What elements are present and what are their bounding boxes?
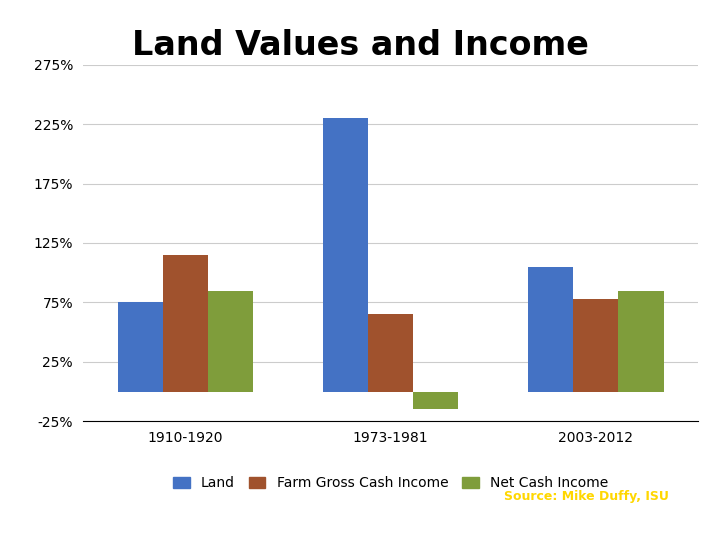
Text: Source: Mike Duffy, ISU: Source: Mike Duffy, ISU [504, 490, 669, 503]
Text: IOWA STATE UNIVERSITY: IOWA STATE UNIVERSITY [14, 490, 302, 508]
Bar [573, 299, 618, 392]
Bar [163, 255, 208, 392]
Legend: Land, Farm Gross Cash Income, Net Cash Income: Land, Farm Gross Cash Income, Net Cash I… [168, 471, 613, 496]
Bar [528, 267, 573, 392]
Bar [117, 302, 163, 392]
Text: Ag Decision Maker: Ag Decision Maker [504, 523, 665, 539]
Bar [323, 118, 368, 392]
Bar [413, 392, 459, 409]
Text: Extension and Outreach/Department of Economics: Extension and Outreach/Department of Eco… [14, 523, 297, 532]
Bar [208, 291, 253, 392]
Text: Land Values and Income: Land Values and Income [132, 29, 588, 63]
Bar [618, 291, 664, 392]
Bar [368, 314, 413, 392]
